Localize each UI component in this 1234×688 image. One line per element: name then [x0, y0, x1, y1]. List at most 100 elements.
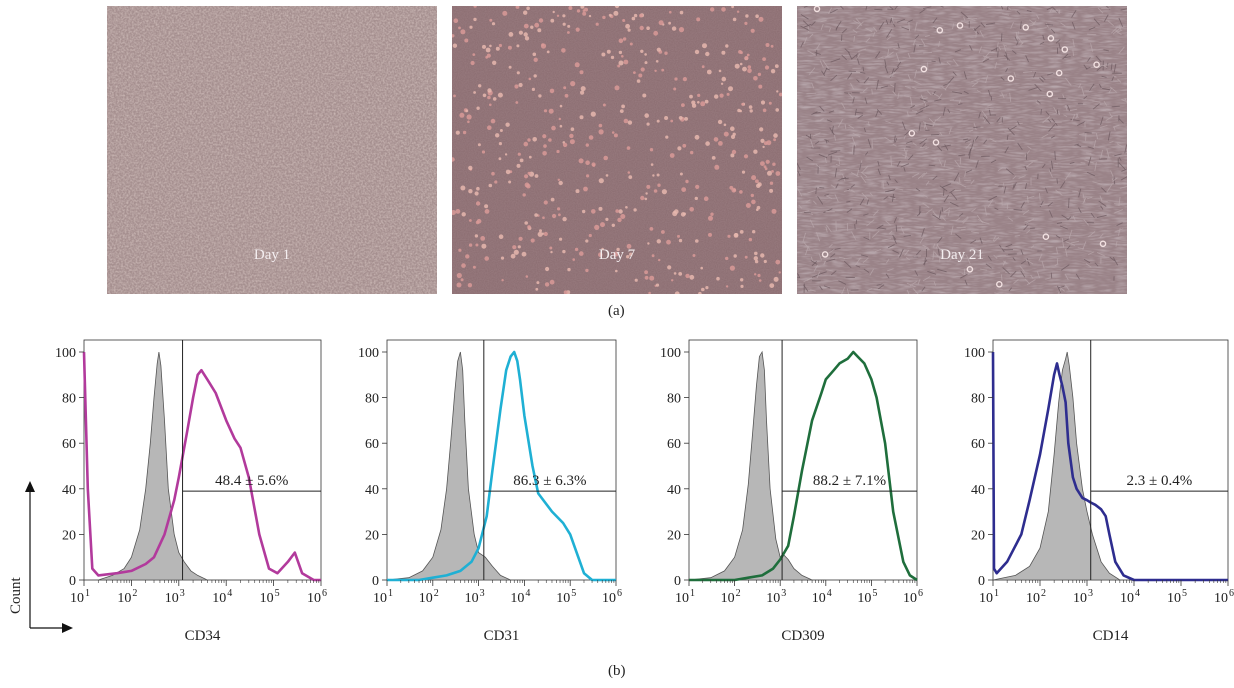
- x-tick-exponent: 2: [434, 588, 439, 599]
- gate-percentage: 48.4 ± 5.6%: [215, 473, 288, 489]
- x-tick-label: 104: [510, 588, 530, 606]
- x-tick-label: 104: [212, 588, 232, 606]
- x-tick-label: 104: [812, 588, 832, 606]
- y-tick-label: 100: [55, 346, 76, 361]
- y-tick-label: 80: [667, 392, 681, 407]
- x-tick-label: 102: [419, 588, 439, 606]
- x-tick-label: 106: [602, 588, 622, 606]
- x-tick-exponent: 6: [1229, 588, 1234, 599]
- y-tick-label: 40: [971, 483, 985, 498]
- stained-histogram: [689, 350, 918, 582]
- y-tick-label: 20: [667, 528, 681, 543]
- x-tick-exponent: 5: [872, 588, 877, 599]
- gate-percentage: 2.3 ± 0.4%: [1126, 473, 1192, 489]
- x-tick-label: 103: [165, 588, 185, 606]
- x-tick-label: 102: [117, 588, 137, 606]
- x-tick-exponent: 1: [85, 588, 90, 599]
- y-tick-label: 20: [365, 528, 379, 543]
- y-tick-label: 0: [674, 574, 681, 589]
- x-tick-label: 101: [675, 588, 695, 606]
- gate-percentage: 88.2 ± 7.1%: [813, 473, 886, 489]
- x-tick-exponent: 3: [180, 588, 185, 599]
- x-tick-label: 103: [766, 588, 786, 606]
- control-histogram: [386, 351, 525, 581]
- x-tick-exponent: 1: [994, 588, 999, 599]
- panel-a-label: (a): [608, 303, 625, 319]
- histogram-cd309: 88.2 ± 7.1% 0 20 40 60 80 100 101 102 103 104 105 10…: [660, 339, 923, 644]
- x-tick-exponent: 1: [388, 588, 393, 599]
- x-tick-label: 106: [307, 588, 327, 606]
- photo-label: Day 1: [253, 247, 291, 263]
- control-histogram: [992, 351, 1134, 581]
- control-histogram: [84, 351, 227, 581]
- count-label: Count: [8, 576, 24, 614]
- count-axis-indicator: Count: [8, 481, 73, 633]
- x-tick-label: 102: [721, 588, 741, 606]
- x-tick-label: 105: [556, 588, 576, 606]
- x-tick-label: 103: [1073, 588, 1093, 606]
- x-tick-exponent: 4: [1135, 588, 1140, 599]
- x-tick-label: 105: [857, 588, 877, 606]
- x-tick-label: 104: [1120, 588, 1140, 606]
- x-tick-exponent: 6: [617, 588, 622, 599]
- histogram-cd31: 86.3 ± 6.3% 0 20 40 60 80 100 101 102 103 104 105 10…: [358, 339, 622, 644]
- x-axis-label: CD14: [1093, 628, 1129, 644]
- stained-histogram: [387, 350, 616, 582]
- x-tick-exponent: 3: [781, 588, 786, 599]
- y-tick-label: 60: [667, 437, 681, 452]
- y-tick-label: 60: [365, 437, 379, 452]
- y-tick-label: 0: [978, 574, 985, 589]
- x-tick-label: 101: [373, 588, 393, 606]
- plot-frame: [386, 339, 617, 581]
- y-tick-label: 60: [971, 437, 985, 452]
- photo-day-7: Day 7: [452, 6, 782, 294]
- x-tick-exponent: 1: [690, 588, 695, 599]
- photo-day-21-texture: [797, 6, 1127, 294]
- count-arrowhead-right: [62, 623, 73, 633]
- y-tick-label: 80: [365, 392, 379, 407]
- x-tick-exponent: 6: [918, 588, 923, 599]
- x-tick-label: 102: [1026, 588, 1046, 606]
- photo-label: Day 21: [940, 247, 984, 263]
- y-tick-label: 100: [964, 346, 985, 361]
- y-tick-label: 0: [69, 574, 76, 589]
- panel-b-label: (b): [608, 663, 626, 679]
- stained-histogram: [82, 351, 321, 582]
- y-tick-label: 20: [971, 528, 985, 543]
- x-axis-label: CD31: [484, 628, 520, 644]
- x-tick-exponent: 5: [275, 588, 280, 599]
- gate-percentage: 86.3 ± 6.3%: [513, 473, 586, 489]
- y-tick-label: 40: [667, 483, 681, 498]
- photo-label: Day 7: [598, 247, 636, 263]
- x-tick-label: 103: [465, 588, 485, 606]
- y-tick-label: 40: [62, 483, 76, 498]
- x-tick-label: 105: [260, 588, 280, 606]
- x-tick-exponent: 2: [736, 588, 741, 599]
- y-tick-label: 100: [660, 346, 681, 361]
- x-tick-exponent: 5: [571, 588, 576, 599]
- x-tick-exponent: 4: [525, 588, 530, 599]
- y-tick-label: 0: [372, 574, 379, 589]
- photo-day-1: Day 1: [107, 6, 437, 294]
- x-tick-exponent: 4: [827, 588, 832, 599]
- stained-histogram: [991, 351, 1228, 582]
- y-tick-label: 80: [62, 392, 76, 407]
- y-tick-label: 100: [358, 346, 379, 361]
- y-tick-label: 80: [971, 392, 985, 407]
- x-tick-label: 101: [979, 588, 999, 606]
- photo-day-1-texture: [107, 6, 437, 294]
- histogram-cd14: 2.3 ± 0.4% 0 20 40 60 80 100 101 102 103 104 105 106…: [964, 339, 1234, 644]
- count-arrowhead-up: [25, 481, 35, 492]
- plot-frame: [83, 339, 322, 581]
- x-axis-label: CD309: [781, 628, 824, 644]
- x-tick-label: 101: [70, 588, 90, 606]
- y-tick-label: 60: [62, 437, 76, 452]
- x-tick-label: 105: [1167, 588, 1187, 606]
- y-tick-label: 40: [365, 483, 379, 498]
- x-axis-label: CD34: [185, 628, 221, 644]
- x-tick-exponent: 2: [132, 588, 137, 599]
- x-tick-exponent: 4: [227, 588, 232, 599]
- photo-day-21: Day 21: [797, 6, 1127, 294]
- x-tick-label: 106: [1214, 588, 1234, 606]
